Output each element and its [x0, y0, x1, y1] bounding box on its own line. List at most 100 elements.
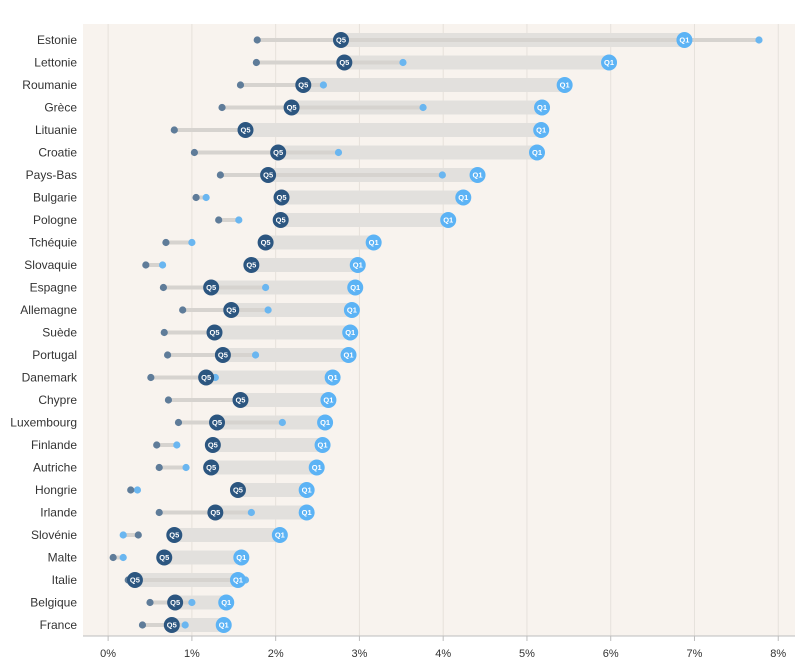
q1-small-dot — [158, 261, 167, 269]
country-label: Malte — [48, 551, 78, 565]
q5-marker-label: Q5 — [210, 508, 220, 517]
range-bar — [175, 595, 227, 610]
q1-marker — [533, 122, 550, 138]
range-bar — [164, 550, 242, 565]
q1-marker — [317, 414, 334, 431]
range-bar — [222, 348, 349, 362]
country-label: Autriche — [33, 461, 77, 475]
range-bars — [134, 33, 685, 632]
x-tick-label: 2% — [268, 648, 284, 660]
q5-marker-label: Q5 — [273, 148, 283, 157]
q5-marker-label: Q5 — [169, 531, 179, 540]
range-bar — [211, 460, 317, 475]
q5-small-dot — [192, 193, 200, 202]
q1-marker-label: Q1 — [458, 193, 468, 202]
q5-marker — [167, 594, 184, 611]
q5-small-dot — [160, 328, 168, 337]
q5-marker — [204, 437, 221, 453]
q1-marker — [601, 54, 618, 71]
q1-small-dot — [182, 463, 190, 472]
q1-marker-label: Q1 — [312, 463, 322, 472]
q1-marker-label: Q1 — [604, 58, 614, 67]
q5-marker-label: Q5 — [201, 373, 211, 382]
country-label: Estonie — [37, 33, 77, 47]
q5-small-dot — [170, 126, 178, 134]
q5-marker-label: Q5 — [130, 576, 140, 585]
range-bar — [251, 258, 358, 272]
q5-marker — [237, 122, 254, 138]
q1-small-dot — [399, 58, 407, 67]
q1-marker — [271, 527, 288, 543]
q5-marker — [232, 392, 249, 408]
q5-marker — [206, 324, 223, 341]
q1-small-dot — [133, 486, 142, 494]
range-bar — [215, 505, 307, 520]
range-bar — [281, 190, 464, 205]
q1-marker-label: Q1 — [318, 441, 328, 450]
country-label: Finlande — [31, 438, 77, 452]
q1-marker-label: Q1 — [302, 486, 312, 495]
country-label: Luxembourg — [10, 416, 77, 430]
q1-small-dot — [755, 36, 763, 44]
q5-marker-label: Q5 — [246, 261, 256, 270]
q5-small-dot — [252, 58, 260, 67]
q1-marker — [340, 347, 357, 363]
x-tick-label: 1% — [184, 648, 200, 660]
q1-small-dot — [173, 441, 181, 449]
q5-small-dot — [142, 261, 150, 269]
q5-marker-label: Q5 — [339, 58, 349, 67]
q1-small-dot — [334, 148, 343, 157]
x-tick-label: 4% — [435, 648, 451, 660]
q5-marker — [229, 482, 246, 498]
q1-small-dot — [247, 508, 255, 517]
range-bar — [280, 213, 449, 227]
q1-marker — [233, 549, 250, 566]
q5-small-dot — [218, 103, 226, 112]
country-label: Chypre — [38, 393, 77, 407]
country-label: Slovénie — [31, 528, 77, 542]
country-label: Allemagne — [20, 303, 77, 317]
q5-marker-label: Q5 — [298, 81, 308, 90]
q5-small-dot — [159, 283, 168, 292]
q5-marker-label: Q5 — [208, 441, 218, 450]
country-label: Belgique — [30, 596, 77, 610]
q1-marker-label: Q1 — [369, 238, 379, 247]
q5-marker — [273, 189, 290, 206]
q1-marker-label: Q1 — [679, 36, 689, 45]
plot-background — [83, 24, 795, 636]
q5-marker — [332, 32, 349, 48]
country-label: Pologne — [33, 213, 77, 227]
q1-marker-label: Q1 — [328, 373, 338, 382]
q5-marker — [272, 212, 289, 228]
range-bar — [211, 280, 356, 295]
q1-small-dot — [264, 306, 272, 314]
q5-marker — [209, 414, 226, 431]
q1-marker — [215, 617, 232, 633]
q1-marker-label: Q1 — [560, 81, 570, 90]
country-label: Irlande — [40, 506, 77, 520]
q1-marker — [298, 504, 315, 521]
range-bar — [206, 370, 333, 385]
q1-marker — [342, 324, 359, 341]
q5-small-dot — [155, 463, 163, 472]
country-label: Italie — [52, 573, 78, 587]
q5-marker-label: Q5 — [336, 36, 346, 45]
q5-small-dot — [216, 171, 224, 179]
q5-marker-label: Q5 — [240, 126, 250, 135]
q1-marker — [324, 369, 341, 386]
q1-small-dot — [119, 531, 127, 539]
q5-small-dot — [190, 148, 199, 157]
q5-marker-label: Q5 — [167, 621, 177, 630]
q5-marker — [243, 257, 260, 273]
range-bar — [240, 393, 329, 407]
range-bar — [237, 483, 307, 497]
x-tick-label: 3% — [351, 648, 367, 660]
q5-marker-label: Q5 — [235, 396, 245, 405]
q5-small-dot — [179, 306, 187, 314]
q1-marker-label: Q1 — [221, 598, 231, 607]
range-bar — [231, 303, 352, 317]
q1-small-dot — [188, 598, 196, 607]
q1-small-dot — [188, 238, 196, 247]
q1-marker-label: Q1 — [302, 508, 312, 517]
q1-small-dot — [278, 418, 286, 427]
